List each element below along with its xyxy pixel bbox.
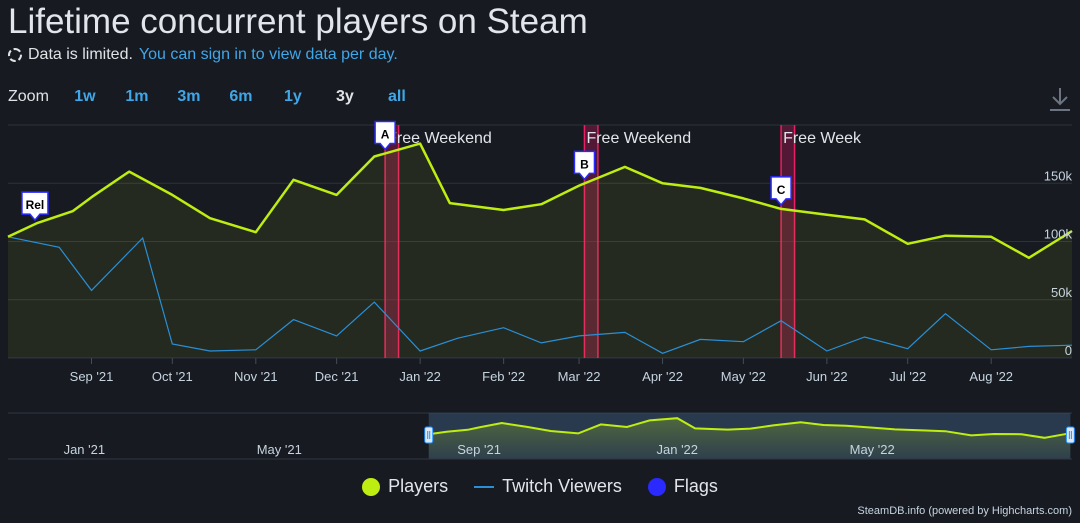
navigator-line — [428, 417, 1071, 439]
x-tick-label: Jun '22 — [806, 369, 848, 384]
twitch-line-icon — [474, 485, 495, 488]
zoom-3m-button[interactable]: 3m — [177, 88, 201, 105]
x-tick-label: Dec '21 — [315, 369, 359, 384]
navigator-tick-label: May '21 — [257, 442, 302, 457]
navigator-handle — [424, 426, 434, 444]
zoom-label: Zoom — [8, 88, 49, 105]
flag-markers: Rel A B C — [21, 120, 792, 222]
legend-label-players: Players — [388, 476, 449, 496]
event-labels: Free Weekend Free Weekend Free Week — [387, 130, 862, 147]
y-tick-label: 150k — [1044, 168, 1073, 183]
legend-label-flags: Flags — [673, 476, 718, 496]
zoom-3y-button[interactable]: 3y — [336, 88, 354, 105]
event-label: Free Week — [783, 130, 862, 147]
flag-b: B — [573, 150, 596, 181]
y-tick-label: 0 — [1065, 343, 1072, 358]
chart-credit: SteamDB.info (powered by Highcharts.com) — [857, 505, 1072, 517]
limited-data-icon — [8, 48, 22, 62]
zoom-controls: Zoom 1w 1m 3m 6m 1y 3y all — [8, 88, 423, 106]
navigator-tick-label: Sep '21 — [457, 442, 501, 457]
notice-text: Data is limited. — [28, 46, 133, 63]
x-tick-label: Sep '21 — [70, 369, 114, 384]
event-label: Free Weekend — [387, 130, 492, 147]
x-tick-label: Jul '22 — [889, 369, 926, 384]
twitch-viewers-line — [7, 236, 1073, 354]
zoom-1w-button[interactable]: 1w — [74, 88, 96, 105]
flag-marker — [573, 150, 596, 181]
players-line — [7, 142, 1073, 260]
flag-label: A — [381, 127, 390, 141]
range-navigator: Jan '21 May '21 Sep '21 Jan '22 May '22 — [8, 412, 1075, 460]
zoom-all-button[interactable]: all — [388, 88, 406, 105]
legend-item-flags[interactable]: Flags — [647, 476, 718, 497]
x-tick-label: Aug '22 — [969, 369, 1013, 384]
legend-item-players[interactable]: Players — [362, 476, 448, 497]
flag-marker — [374, 120, 396, 151]
page-title: Lifetime concurrent players on Steam — [8, 2, 588, 41]
flag-rel: Rel — [21, 191, 49, 222]
navigator-handle — [1065, 426, 1075, 444]
flag-label: B — [580, 157, 589, 171]
x-tick-label: May '22 — [721, 369, 766, 384]
y-axis-ticks: 0 50k 100k 150k — [1044, 168, 1073, 358]
x-axis-ticks: Sep '21 Oct '21 Nov '21 Dec '21 Jan '22 Feb '… — [70, 358, 1013, 384]
data-limited-notice: Data is limited. You can sign in to view… — [8, 46, 398, 64]
flag-marker — [770, 176, 792, 207]
x-tick-label: Mar '22 — [558, 369, 601, 384]
flag-label: Rel — [26, 198, 45, 212]
download-icon[interactable] — [1048, 86, 1072, 112]
flag-a: A — [374, 120, 396, 151]
legend-label-twitch: Twitch Viewers — [502, 476, 622, 496]
event-band — [385, 125, 399, 358]
flag-label: C — [777, 183, 786, 197]
y-tick-label: 100k — [1044, 227, 1073, 242]
x-tick-label: Oct '21 — [152, 369, 193, 384]
sign-in-link[interactable]: You can sign in to view data per day. — [138, 46, 398, 63]
zoom-6m-button[interactable]: 6m — [229, 88, 253, 105]
x-tick-label: Feb '22 — [482, 369, 525, 384]
x-tick-label: Jan '22 — [399, 369, 441, 384]
navigator-tick-label: Jan '22 — [657, 442, 699, 457]
navigator-tick-label: May '22 — [850, 442, 895, 457]
zoom-1y-button[interactable]: 1y — [284, 88, 302, 105]
players-area — [8, 143, 1072, 358]
flag-c: C — [770, 176, 792, 207]
chart-grid — [8, 124, 1072, 359]
navigator-area — [428, 418, 1071, 459]
legend-item-twitch[interactable]: Twitch Viewers — [474, 476, 622, 497]
navigator-tick-label: Jan '21 — [64, 442, 106, 457]
zoom-1m-button[interactable]: 1m — [125, 88, 149, 105]
players-dot-icon — [362, 477, 381, 496]
legend: Players Twitch Viewers Flags — [0, 476, 1080, 497]
x-tick-label: Apr '22 — [642, 369, 683, 384]
y-tick-label: 50k — [1051, 285, 1072, 300]
flags-dot-icon — [647, 477, 666, 496]
event-label: Free Weekend — [586, 130, 691, 147]
flag-marker — [21, 191, 49, 222]
x-tick-label: Nov '21 — [234, 369, 278, 384]
